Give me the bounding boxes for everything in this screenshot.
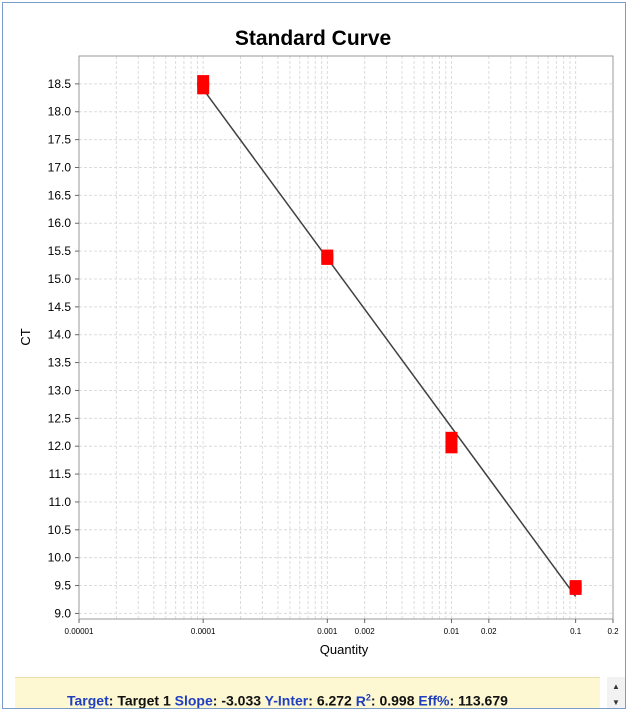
y-tick-label: 12.5 [48, 411, 72, 425]
y-tick-label: 14.0 [48, 328, 72, 342]
chart-title: Standard Curve [235, 27, 391, 50]
x-tick-label: 0.1 [570, 627, 582, 636]
data-point [445, 441, 458, 454]
y-tick-label: 15.0 [48, 272, 72, 286]
y-tick-labels: 9.0 9.5 10.0 10.5 11.0 11.5 12.0 12.5 13.0 13.5 14… [48, 77, 79, 620]
data-points [197, 75, 582, 595]
x-tick-label: 0.01 [444, 627, 460, 636]
x-tick-label: 0.00001 [65, 627, 94, 636]
x-tick-label: 0.002 [355, 627, 376, 636]
r2-label: R2 [355, 692, 371, 709]
y-tick-label: 17.0 [48, 160, 72, 174]
standard-curve-chart: Standard Curve 9.0 9.5 10.0 10.5 11.0 11.5 12.… [18, 27, 619, 657]
slope-value: -3.033 [221, 692, 262, 709]
curve-info-bar: Target: Target 1 Slope: -3.033 Y-Inter: … [15, 677, 600, 709]
info-scroll-control[interactable]: ▲ ▼ [607, 677, 625, 708]
y-tick-label: 9.5 [54, 579, 71, 593]
eff-value: 113.679 [458, 692, 508, 709]
y-tick-label: 18.5 [48, 77, 72, 91]
x-tick-label: 0.001 [317, 627, 338, 636]
y-tick-label: 16.5 [48, 188, 72, 202]
y-tick-label: 12.0 [48, 439, 72, 453]
x-tick-labels: 0.00001 0.0001 0.001 0.002 0.01 0.02 0.1 0.2 [65, 619, 619, 636]
plot-area-border [78, 55, 614, 620]
x-tick-label: 0.02 [481, 627, 497, 636]
slope-label: Slope [174, 692, 213, 709]
y-tick-label: 16.0 [48, 216, 72, 230]
y-tick-label: 13.5 [48, 356, 72, 370]
target-label: Target [67, 692, 109, 709]
data-point [569, 582, 582, 595]
yinter-label: Y-Inter [264, 692, 309, 709]
data-point [321, 252, 334, 265]
x-axis-label: Quantity [320, 642, 369, 657]
y-tick-label: 11.5 [49, 467, 72, 481]
target-value: Target 1 [117, 692, 171, 709]
x-tick-label: 0.2 [607, 627, 619, 636]
r2-value: 0.998 [379, 692, 415, 709]
y-tick-label: 10.5 [48, 523, 72, 537]
y-tick-label: 13.0 [48, 383, 72, 397]
y-tick-label: 15.5 [48, 244, 72, 258]
y-tick-label: 11.0 [49, 495, 72, 509]
data-point [197, 82, 210, 95]
y-tick-label: 9.0 [54, 606, 71, 620]
fit-line [202, 88, 577, 597]
data-point [445, 431, 458, 444]
x-tick-label: 0.0001 [191, 627, 216, 636]
y-axis-label: CT [18, 328, 33, 345]
yinter-value: 6.272 [316, 692, 352, 709]
y-tick-label: 18.0 [48, 105, 72, 119]
eff-label: Eff% [418, 692, 450, 709]
scroll-down-icon[interactable]: ▼ [612, 698, 620, 707]
grid [78, 56, 614, 619]
y-tick-label: 10.0 [48, 551, 72, 565]
y-tick-label: 17.5 [48, 133, 72, 147]
y-tick-label: 14.5 [48, 300, 72, 314]
scroll-up-icon[interactable]: ▲ [612, 682, 620, 691]
